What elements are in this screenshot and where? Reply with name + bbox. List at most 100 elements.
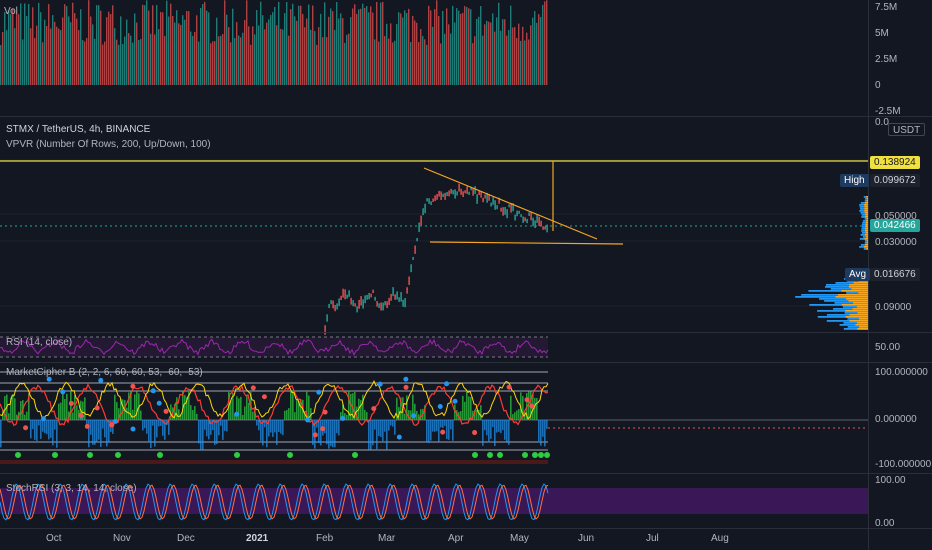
volume-profile-bar xyxy=(865,220,868,222)
mc-signal-dot xyxy=(403,376,409,382)
pane-divider[interactable] xyxy=(0,332,932,333)
mc-wave-bar xyxy=(64,399,66,420)
mc-wave-bar xyxy=(98,420,100,440)
volume-bar xyxy=(304,27,306,85)
volume-profile-bar xyxy=(866,218,868,220)
indicator-legend-vpvr[interactable]: VPVR (Number Of Rows, 200, Up/Down, 100) xyxy=(6,139,211,150)
volume-profile-bar xyxy=(859,246,865,248)
mc-wave-bar xyxy=(398,407,400,420)
price-candle xyxy=(326,314,328,322)
mc-wave-bar xyxy=(488,420,490,443)
mc-wave-bar xyxy=(82,401,84,420)
currency-badge[interactable]: USDT xyxy=(888,123,926,136)
volume-bar xyxy=(250,44,252,85)
price-candle xyxy=(532,217,534,227)
volume-profile-bar xyxy=(808,290,842,292)
symbol-title[interactable]: STMX / TetherUS, 4h, BINANCE xyxy=(6,124,151,135)
volume-profile-bar xyxy=(858,318,868,320)
volume-bar xyxy=(496,17,498,85)
mc-wave-bar xyxy=(282,420,284,436)
mc-wave-bar xyxy=(328,420,330,449)
mc-wave-bar xyxy=(498,420,500,432)
price-candle xyxy=(484,194,486,199)
price-candle xyxy=(392,287,394,297)
time-axis-label: Jun xyxy=(578,533,595,544)
volume-bar xyxy=(428,5,430,85)
volume-bar xyxy=(34,38,36,85)
rsi-label[interactable]: RSI (14, close) xyxy=(6,337,73,348)
mc-wave-bar xyxy=(462,395,464,420)
volume-bar xyxy=(96,5,98,85)
mc-wave-bar xyxy=(542,420,544,437)
volume-bar xyxy=(12,8,14,85)
price-candle xyxy=(542,226,544,230)
volume-profile-bar xyxy=(856,306,868,308)
pane-divider[interactable] xyxy=(0,473,932,474)
mc-wave-bar xyxy=(524,411,526,420)
volume-bar xyxy=(136,22,138,86)
volume-bar xyxy=(42,42,44,85)
volume-profile-bar xyxy=(857,328,868,330)
pane-divider[interactable] xyxy=(0,116,932,117)
mc-wave-bar xyxy=(360,400,362,420)
volume-profile-bar xyxy=(860,212,865,214)
volume-profile-bar xyxy=(861,214,866,216)
stochrsi-label[interactable]: StochRSI (3, 3, 14, 14, close) xyxy=(6,483,137,494)
price-candle xyxy=(344,289,346,300)
volume-bar xyxy=(328,16,330,85)
mc-wave-bar xyxy=(116,402,118,420)
volume-profile-bar xyxy=(861,232,866,234)
stoch-axis-tick: 100.00 xyxy=(875,475,906,486)
mc-wave-bar xyxy=(318,420,320,444)
volume-bar xyxy=(490,22,492,86)
mc-wave-bar xyxy=(300,399,302,420)
volume-profile-bar xyxy=(865,214,868,216)
mc-wave-bar xyxy=(278,420,280,432)
volume-bar xyxy=(430,10,432,85)
price-candle xyxy=(396,291,398,300)
price-candle xyxy=(486,192,488,203)
volume-bar xyxy=(406,12,408,85)
volume-profile-bar xyxy=(801,294,838,296)
mc-signal-dot xyxy=(130,383,136,389)
volume-profile-bar xyxy=(858,292,868,294)
volume-profile-bar xyxy=(852,302,868,304)
volume-profile-bar xyxy=(843,328,858,330)
volume-bar xyxy=(528,39,530,85)
volume-profile-bar xyxy=(861,216,865,218)
volume-bar xyxy=(2,31,4,86)
mc-signal-dot xyxy=(340,416,346,422)
volume-bar xyxy=(280,28,282,85)
mc-wave-bar xyxy=(410,410,412,420)
volume-bar xyxy=(464,6,466,86)
volume-bar xyxy=(212,41,214,85)
mc-wave-bar xyxy=(220,420,222,426)
mc-wave-bar xyxy=(434,420,436,432)
mc-signal-dot xyxy=(109,422,115,428)
price-candle xyxy=(436,194,438,200)
volume-bar xyxy=(544,1,546,85)
volume-bar xyxy=(386,23,388,85)
volume-bar xyxy=(50,28,52,85)
mc-wave-bar xyxy=(28,393,30,420)
mc-wave-bar xyxy=(62,391,64,420)
marketcipher-label[interactable]: MarketCipher B (2, 2, 6, 60, 60, 53, -60… xyxy=(6,367,203,378)
volume-bar xyxy=(62,17,64,86)
pane-divider[interactable] xyxy=(0,362,932,363)
volume-bar xyxy=(290,9,292,85)
mc-wave-bar xyxy=(42,420,44,432)
price-candle xyxy=(404,297,406,308)
mc-buy-dot xyxy=(538,452,544,458)
price-candle xyxy=(444,192,446,200)
mc-wave-bar xyxy=(346,414,348,420)
volume-profile-bar xyxy=(864,246,868,248)
volume-axis-tick: -2.5M xyxy=(875,106,901,117)
volume-bar xyxy=(390,23,392,85)
price-candle xyxy=(384,301,386,306)
mc-wave-bar xyxy=(248,402,250,420)
volume-bar xyxy=(262,15,264,86)
volume-bar xyxy=(538,14,540,85)
mc-wave-bar xyxy=(176,397,178,420)
price-candle xyxy=(510,202,512,213)
